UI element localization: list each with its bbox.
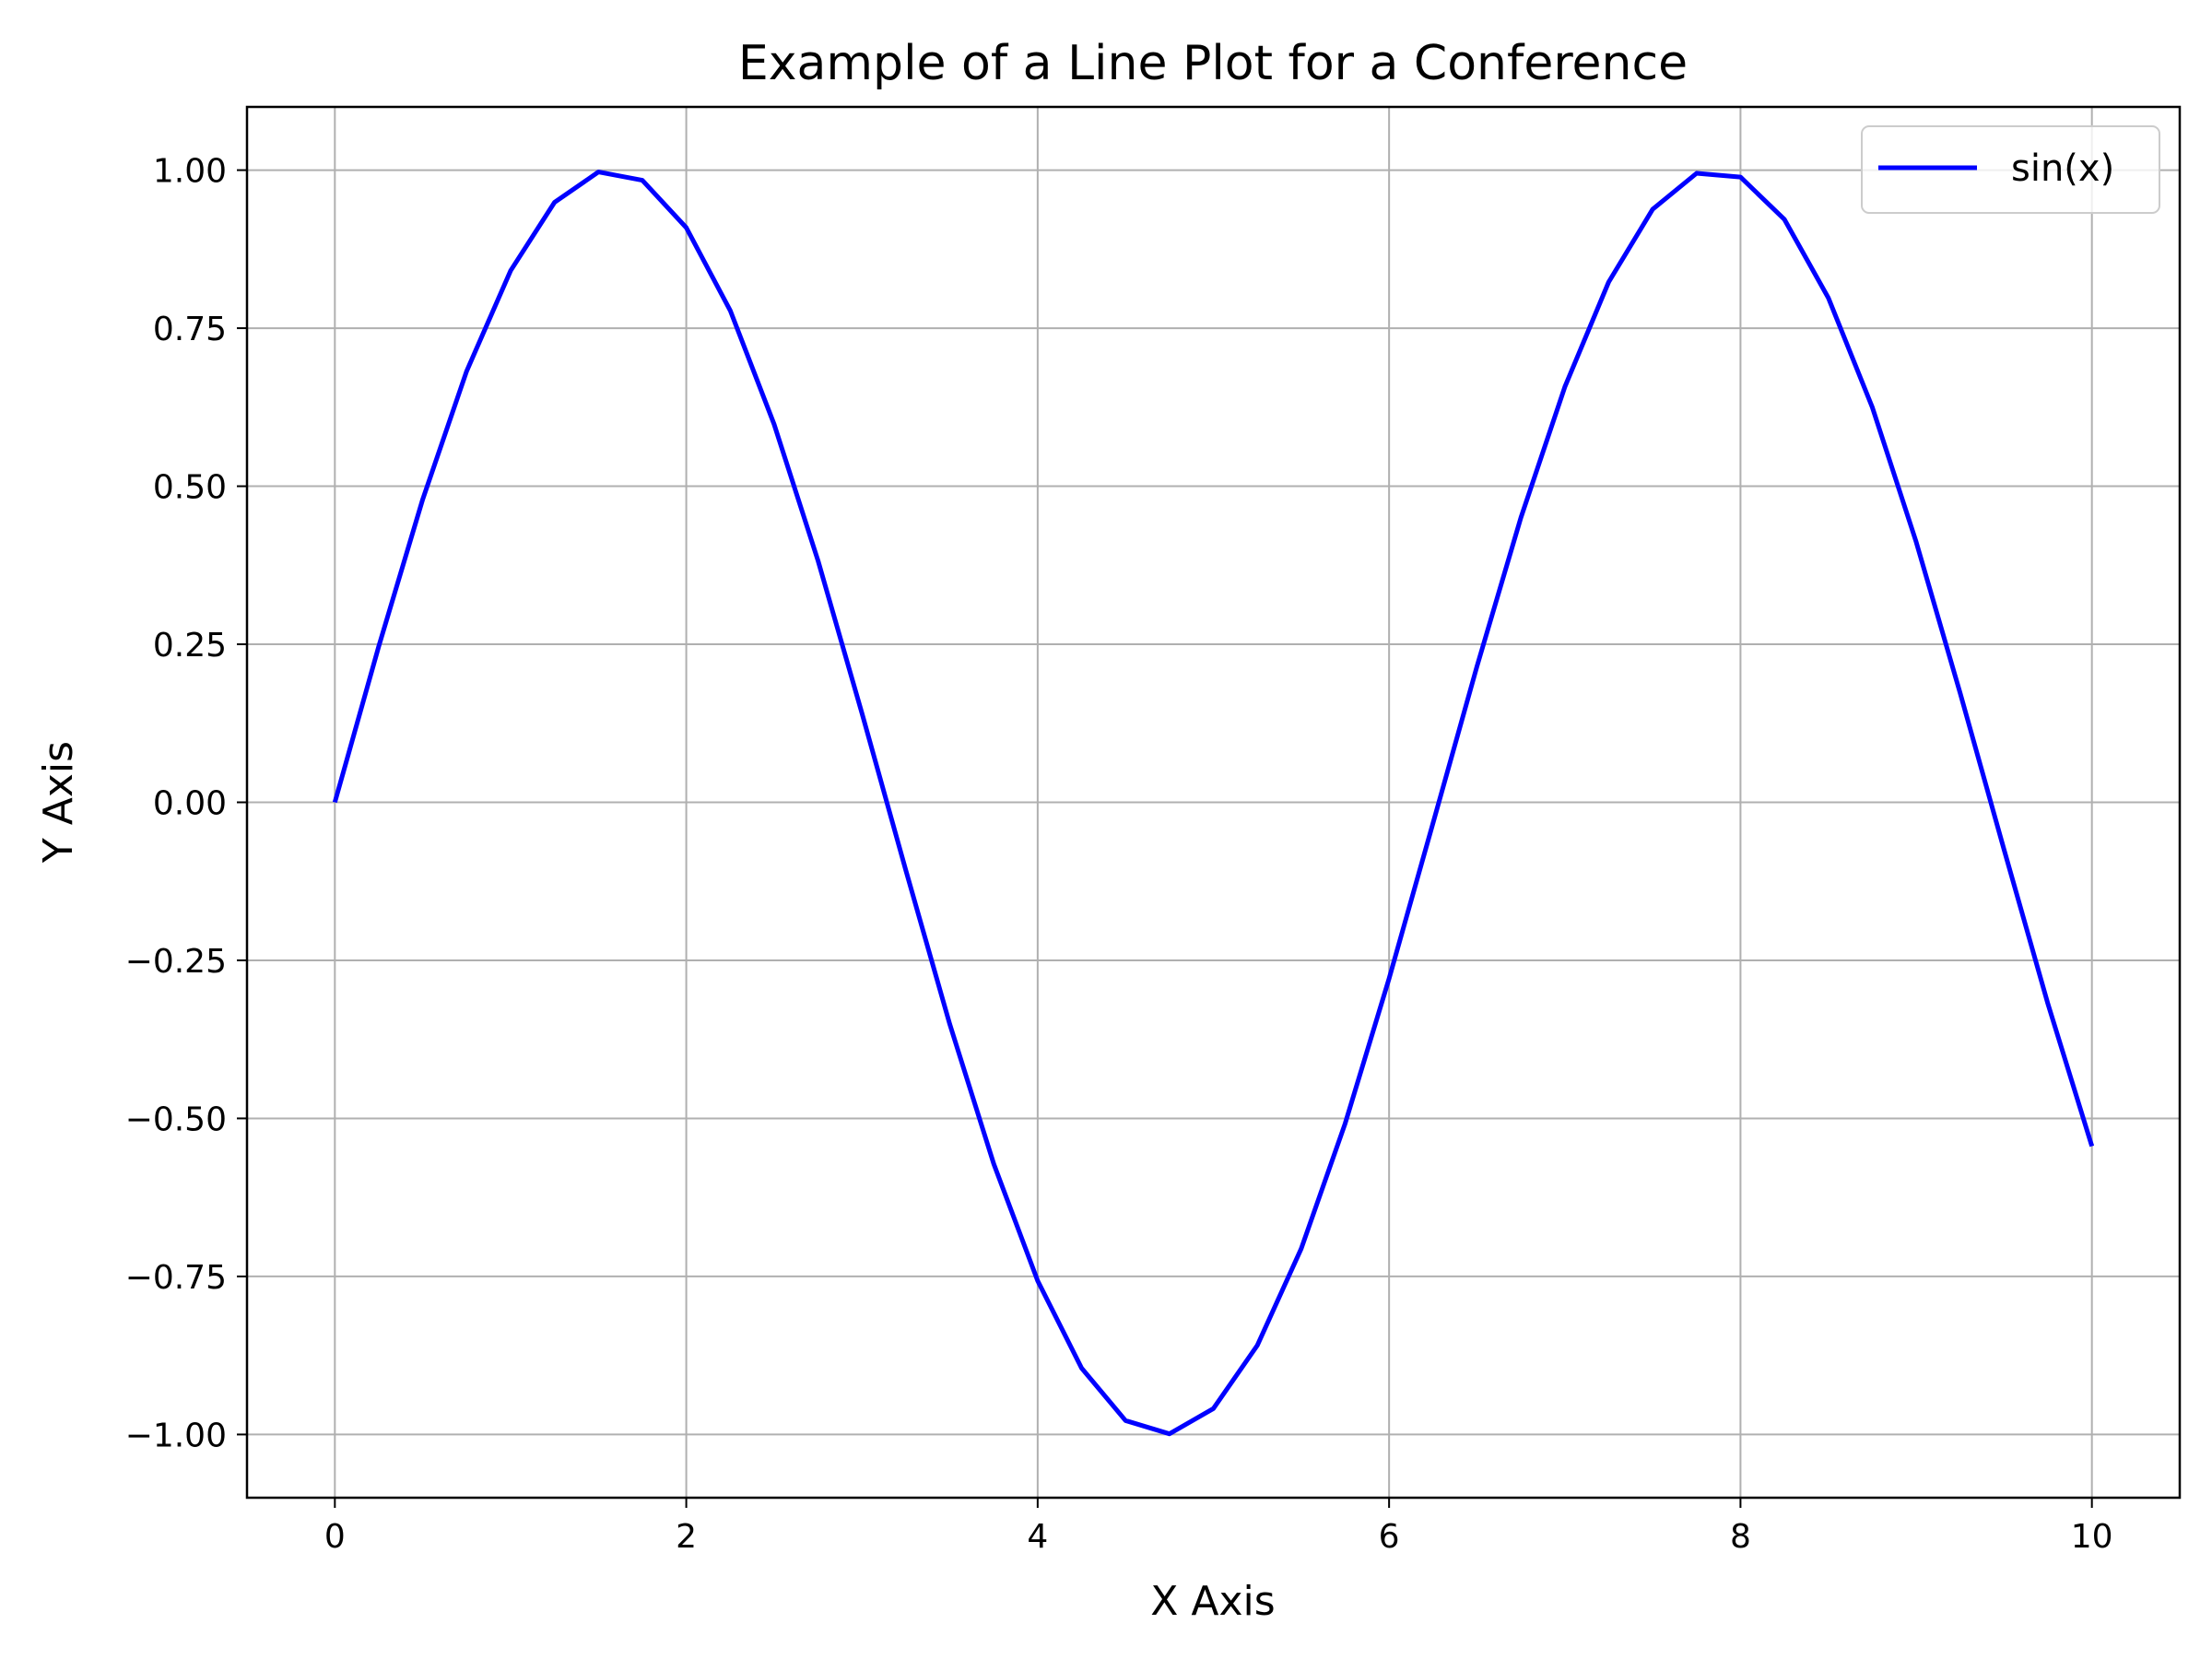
x-tick-label: 4 — [1027, 1518, 1048, 1556]
x-tick-label: 6 — [1379, 1518, 1400, 1556]
y-tick-label: −1.00 — [125, 1417, 227, 1454]
series-layer — [332, 170, 2095, 1437]
legend: sin(x) — [1861, 125, 2160, 214]
x-tick-label: 0 — [324, 1518, 346, 1556]
legend-label: sin(x) — [2011, 147, 2114, 190]
y-tick-label: −0.50 — [125, 1100, 227, 1138]
grid — [247, 107, 2180, 1498]
y-tick-label: 0.75 — [153, 311, 227, 348]
series-line-sin — [332, 170, 2095, 1437]
x-tick-label: 10 — [2071, 1518, 2113, 1556]
y-axis-label: Y Axis — [35, 741, 82, 864]
axis-ticks: 0 2 4 6 8 10 1.00 0.75 0.50 0.25 0.00 −0.25 −0.50 −0.… — [125, 153, 2113, 1556]
legend-box — [1861, 125, 2160, 214]
x-tick-label: 2 — [676, 1518, 697, 1556]
y-tick-label: 0.25 — [153, 627, 227, 665]
x-tick-label: 8 — [1730, 1518, 1751, 1556]
x-axis-label: X Axis — [1150, 1578, 1275, 1625]
y-tick-label: 0.00 — [153, 785, 227, 823]
y-tick-label: −0.75 — [125, 1259, 227, 1297]
y-tick-label: −0.25 — [125, 943, 227, 981]
chart-title: Example of a Line Plot for a Conference — [738, 36, 1688, 91]
y-tick-label: 1.00 — [153, 153, 227, 191]
y-tick-label: 0.50 — [153, 469, 227, 507]
